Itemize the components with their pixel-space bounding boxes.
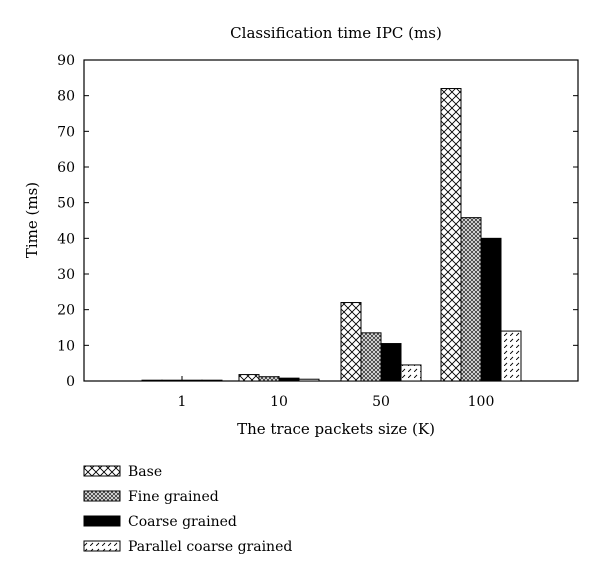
y-tick-label: 80: [57, 89, 75, 105]
y-tick-label: 90: [57, 53, 75, 69]
x-tick-label: 50: [372, 394, 390, 410]
x-tick-label: 100: [468, 394, 495, 410]
bar: [258, 376, 280, 382]
bar: [278, 377, 300, 382]
bar: [400, 364, 422, 382]
bar: [440, 88, 462, 382]
legend-label: Fine grained: [128, 489, 219, 505]
legend-label: Coarse grained: [128, 514, 237, 530]
legend: Base Fine grained Coarse grained Parallel c…: [83, 464, 292, 555]
y-axis: 0 10 20 30 40 50 60 70 80 90: [57, 53, 578, 390]
bar: [460, 217, 482, 382]
y-tick-label: 60: [57, 160, 75, 176]
legend-label: Base: [128, 464, 162, 480]
x-tick-label: 1: [178, 394, 187, 410]
y-tick-label: 50: [57, 196, 75, 212]
bar: [141, 379, 163, 382]
bar: [480, 237, 502, 382]
y-tick-label: 30: [57, 267, 75, 283]
y-tick-label: 10: [57, 338, 75, 354]
bars: [141, 88, 522, 382]
y-tick-label: 0: [66, 374, 75, 390]
plot-frame: [83, 59, 579, 382]
y-tick-label: 70: [57, 124, 75, 140]
y-tick-label: 20: [57, 303, 75, 319]
legend-swatch: [83, 465, 121, 477]
bar: [360, 332, 382, 382]
legend-swatch: [83, 490, 121, 502]
x-tick-label: 10: [270, 394, 288, 410]
legend-label: Parallel coarse grained: [128, 539, 292, 555]
legend-swatch: [83, 540, 121, 552]
y-tick-label: 40: [57, 231, 75, 247]
bar: [298, 378, 320, 382]
bar: [181, 379, 203, 382]
bar: [161, 379, 183, 382]
bar: [340, 302, 362, 382]
chart-title: Classification time IPC (ms): [230, 24, 442, 42]
legend-swatch: [83, 515, 121, 527]
bar: [380, 343, 402, 382]
y-axis-label: Time (ms): [23, 182, 41, 258]
bar: [201, 379, 223, 382]
bar: [238, 374, 260, 382]
bar: [500, 330, 522, 382]
x-axis-label: The trace packets size (K): [237, 420, 435, 438]
